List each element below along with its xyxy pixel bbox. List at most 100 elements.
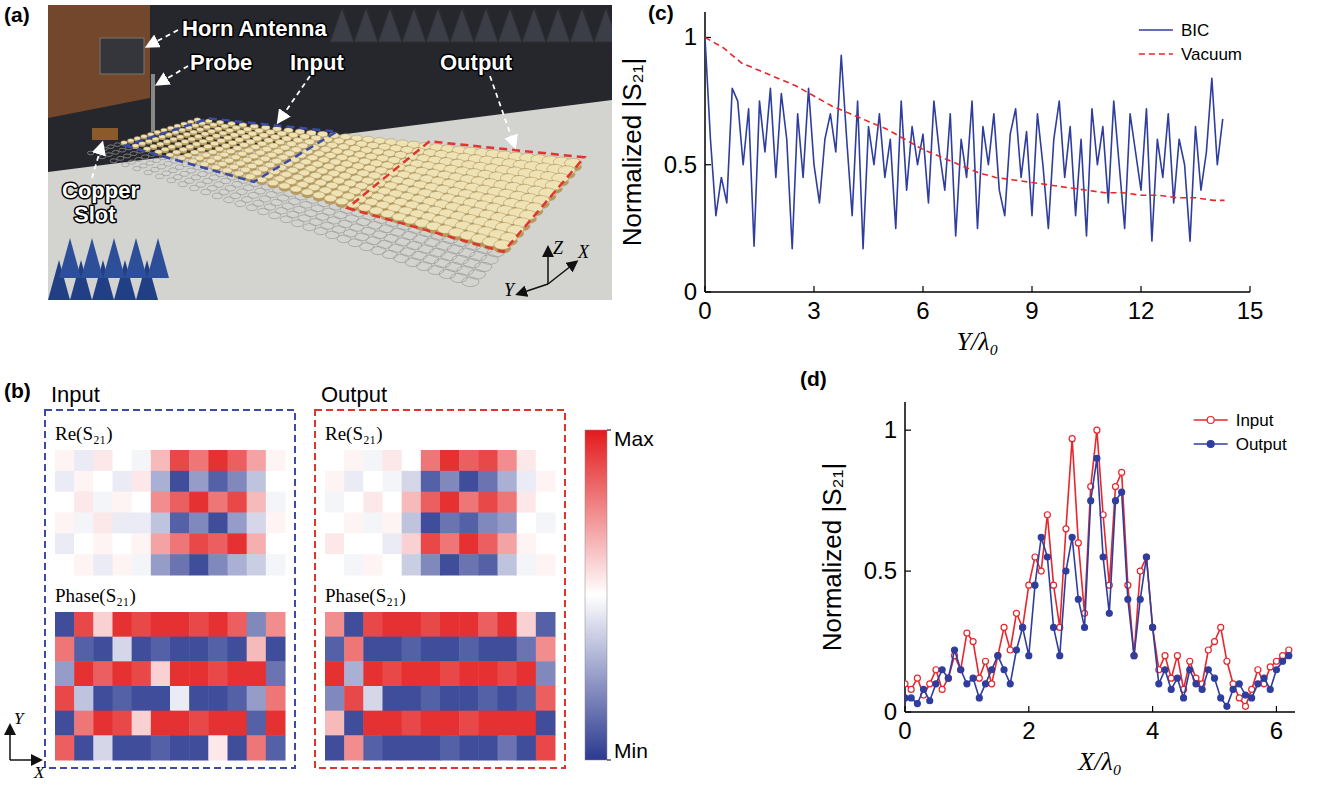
map-cell: [113, 471, 133, 492]
substrate-circle: [360, 243, 374, 251]
map-cell: [421, 450, 441, 471]
map-cell: [421, 686, 441, 711]
substrate-circle: [243, 185, 253, 191]
photo: [48, 5, 612, 300]
substrate-circle: [309, 218, 322, 225]
series-marker: [1193, 681, 1199, 687]
map-cell: [74, 450, 94, 471]
cylinder-top: [313, 192, 325, 199]
substrate-circle: [282, 203, 294, 209]
cylinder-top: [199, 139, 207, 143]
map-cell: [247, 711, 267, 736]
map-cell: [478, 554, 498, 575]
cylinder-top: [193, 142, 201, 146]
substrate-circle: [368, 221, 382, 229]
map-cell: [402, 735, 422, 760]
cylinder-top: [163, 140, 170, 144]
cylinder-top: [174, 124, 181, 128]
map-cell: [55, 450, 75, 471]
map-cell: [228, 612, 248, 637]
substrate-circle: [462, 277, 479, 286]
substrate-circle: [130, 152, 137, 156]
series-marker: [1020, 624, 1026, 630]
substrate-circle: [123, 154, 130, 158]
cylinder-top: [203, 125, 210, 129]
substrate-circle: [253, 200, 264, 206]
map-cell: [536, 612, 556, 637]
map-cell: [383, 686, 403, 711]
map-cell: [228, 661, 248, 686]
colorbar: [585, 430, 607, 760]
substrate-circle: [434, 259, 450, 268]
substrate-circle: [413, 235, 428, 243]
map-cell: [383, 711, 403, 736]
cylinder-top: [206, 136, 214, 140]
map-cell: [170, 637, 190, 662]
substrate-circle: [407, 241, 422, 249]
substrate-circle: [314, 227, 327, 234]
series-marker: [958, 667, 964, 673]
series-marker: [970, 675, 976, 681]
series-marker: [952, 647, 958, 653]
map-cell: [151, 686, 171, 711]
map-cell: [266, 612, 286, 637]
y-tick: [705, 164, 711, 165]
x-tick-label: 12: [1128, 297, 1155, 324]
y-tick: [905, 430, 911, 431]
map-cell: [517, 492, 537, 513]
cylinder-top: [157, 142, 164, 146]
series-marker: [1168, 686, 1174, 692]
map-cell: [170, 533, 190, 554]
map-cell: [421, 554, 441, 575]
series-marker: [1007, 647, 1013, 653]
map-cell: [189, 554, 209, 575]
cylinder-top: [226, 128, 234, 132]
map-cell: [208, 471, 228, 492]
map-cell: [247, 554, 267, 575]
substrate-circle: [201, 189, 211, 194]
pointer-arrow: [279, 76, 310, 121]
series-marker: [976, 695, 982, 701]
series-marker: [1143, 554, 1149, 560]
map-cell: [536, 735, 556, 760]
map-cell: [478, 471, 498, 492]
substrate-circle: [289, 198, 301, 204]
map-cell: [266, 533, 286, 554]
blue-absorber: [59, 238, 81, 278]
map-cell: [55, 711, 75, 736]
map-cell: [132, 471, 152, 492]
cylinder-top: [121, 141, 128, 145]
cylinder-top: [223, 168, 232, 173]
map-cell: [266, 661, 286, 686]
cylinder-top: [195, 134, 203, 138]
cylinder-top: [179, 147, 187, 151]
substrate-circle: [237, 189, 247, 195]
map-cell: [93, 686, 113, 711]
map-cell: [440, 711, 460, 736]
map-cell: [363, 471, 383, 492]
series-marker: [908, 686, 914, 692]
substrate-circle: [287, 211, 299, 218]
x-tick: [904, 706, 905, 712]
map-cell: [421, 612, 441, 637]
map-cell: [208, 492, 228, 513]
map-cell: [363, 492, 383, 513]
colorbar-label: Max: [614, 427, 654, 450]
series-marker: [1063, 526, 1069, 532]
map-cell: [74, 735, 94, 760]
absorber-pyramid: [450, 8, 474, 42]
map-cell: [55, 612, 75, 637]
map-cell: [344, 492, 364, 513]
map-cell: [208, 513, 228, 534]
map-cell: [208, 533, 228, 554]
map-cell: [402, 471, 422, 492]
y-tick-label: 0: [884, 698, 897, 725]
series-marker: [1267, 686, 1273, 692]
map-cell: [402, 711, 422, 736]
map-cell: [113, 735, 133, 760]
y-tick: [705, 291, 711, 292]
cylinder-top: [221, 124, 229, 128]
blue-absorber: [147, 238, 169, 278]
map-cell: [170, 661, 190, 686]
series-marker: [1162, 653, 1168, 659]
